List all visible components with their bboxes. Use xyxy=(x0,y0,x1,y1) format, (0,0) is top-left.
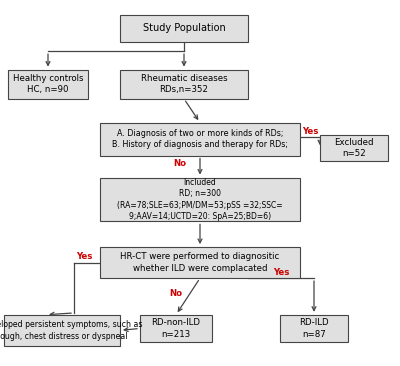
Text: Healthy controls
HC, n=90: Healthy controls HC, n=90 xyxy=(13,74,83,94)
FancyBboxPatch shape xyxy=(120,70,248,99)
Text: Included
RD; n=300
(RA=78;SLE=63;PM/DM=53;pSS =32;SSC=
9;AAV=14;UCTD=20: SpA=25;: Included RD; n=300 (RA=78;SLE=63;PM/DM=5… xyxy=(117,178,283,221)
Text: Yes: Yes xyxy=(302,127,318,136)
Text: Yes: Yes xyxy=(76,251,92,261)
FancyBboxPatch shape xyxy=(120,15,248,42)
Text: Developed persistent symptoms, such as
cough, chest distress or dyspneal: Developed persistent symptoms, such as c… xyxy=(0,320,143,340)
FancyBboxPatch shape xyxy=(4,315,120,346)
Text: RD-ILD
n=87: RD-ILD n=87 xyxy=(299,318,329,339)
FancyBboxPatch shape xyxy=(140,315,212,342)
Text: No: No xyxy=(174,159,186,168)
Text: Rheumatic diseases
RDs,n=352: Rheumatic diseases RDs,n=352 xyxy=(141,74,227,94)
FancyBboxPatch shape xyxy=(8,70,88,99)
Text: HR-CT were performed to diagnositic
whether ILD were complacated: HR-CT were performed to diagnositic whet… xyxy=(120,253,280,273)
FancyBboxPatch shape xyxy=(100,123,300,156)
FancyBboxPatch shape xyxy=(320,135,388,161)
Text: No: No xyxy=(170,289,182,298)
Text: Excluded
n=52: Excluded n=52 xyxy=(334,138,374,158)
Text: A. Diagnosis of two or more kinds of RDs;
B. History of diagnosis and therapy fo: A. Diagnosis of two or more kinds of RDs… xyxy=(112,129,288,149)
Text: RD-non-ILD
n=213: RD-non-ILD n=213 xyxy=(152,318,200,339)
FancyBboxPatch shape xyxy=(100,178,300,221)
FancyBboxPatch shape xyxy=(280,315,348,342)
Text: Study Population: Study Population xyxy=(143,23,225,33)
Text: Yes: Yes xyxy=(273,268,289,277)
FancyBboxPatch shape xyxy=(100,247,300,278)
